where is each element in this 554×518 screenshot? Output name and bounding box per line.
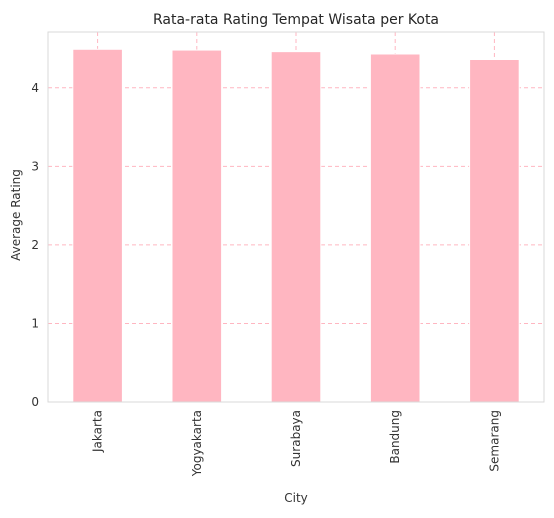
plot-frame [47, 31, 545, 403]
bar [469, 58, 520, 403]
y-tick-label: 4 [31, 81, 39, 95]
bar [369, 53, 421, 403]
chart-title: Rata-rata Rating Tempat Wisata per Kota [153, 12, 439, 28]
y-tick-label: 1 [31, 316, 39, 330]
bar [171, 49, 223, 403]
bar [72, 48, 123, 403]
plot-area: 0 1 2 3 4 Jakarta Yogyakarta Surabaya Bandung Sem… [31, 31, 545, 477]
x-tick-label: Bandung [388, 410, 402, 464]
x-tick-label: Semarang [487, 410, 501, 472]
y-axis-title: Average Rating [9, 169, 23, 261]
y-tick-label: 2 [31, 238, 39, 252]
x-axis-title: City [284, 491, 308, 505]
x-tick-label: Yogyakarta [190, 410, 204, 477]
y-tick-label: 3 [31, 159, 39, 173]
x-tick-label: Surabaya [289, 410, 303, 467]
y-tick-label: 0 [31, 395, 39, 409]
bar [270, 51, 322, 403]
x-tick-label: Jakarta [91, 410, 105, 453]
